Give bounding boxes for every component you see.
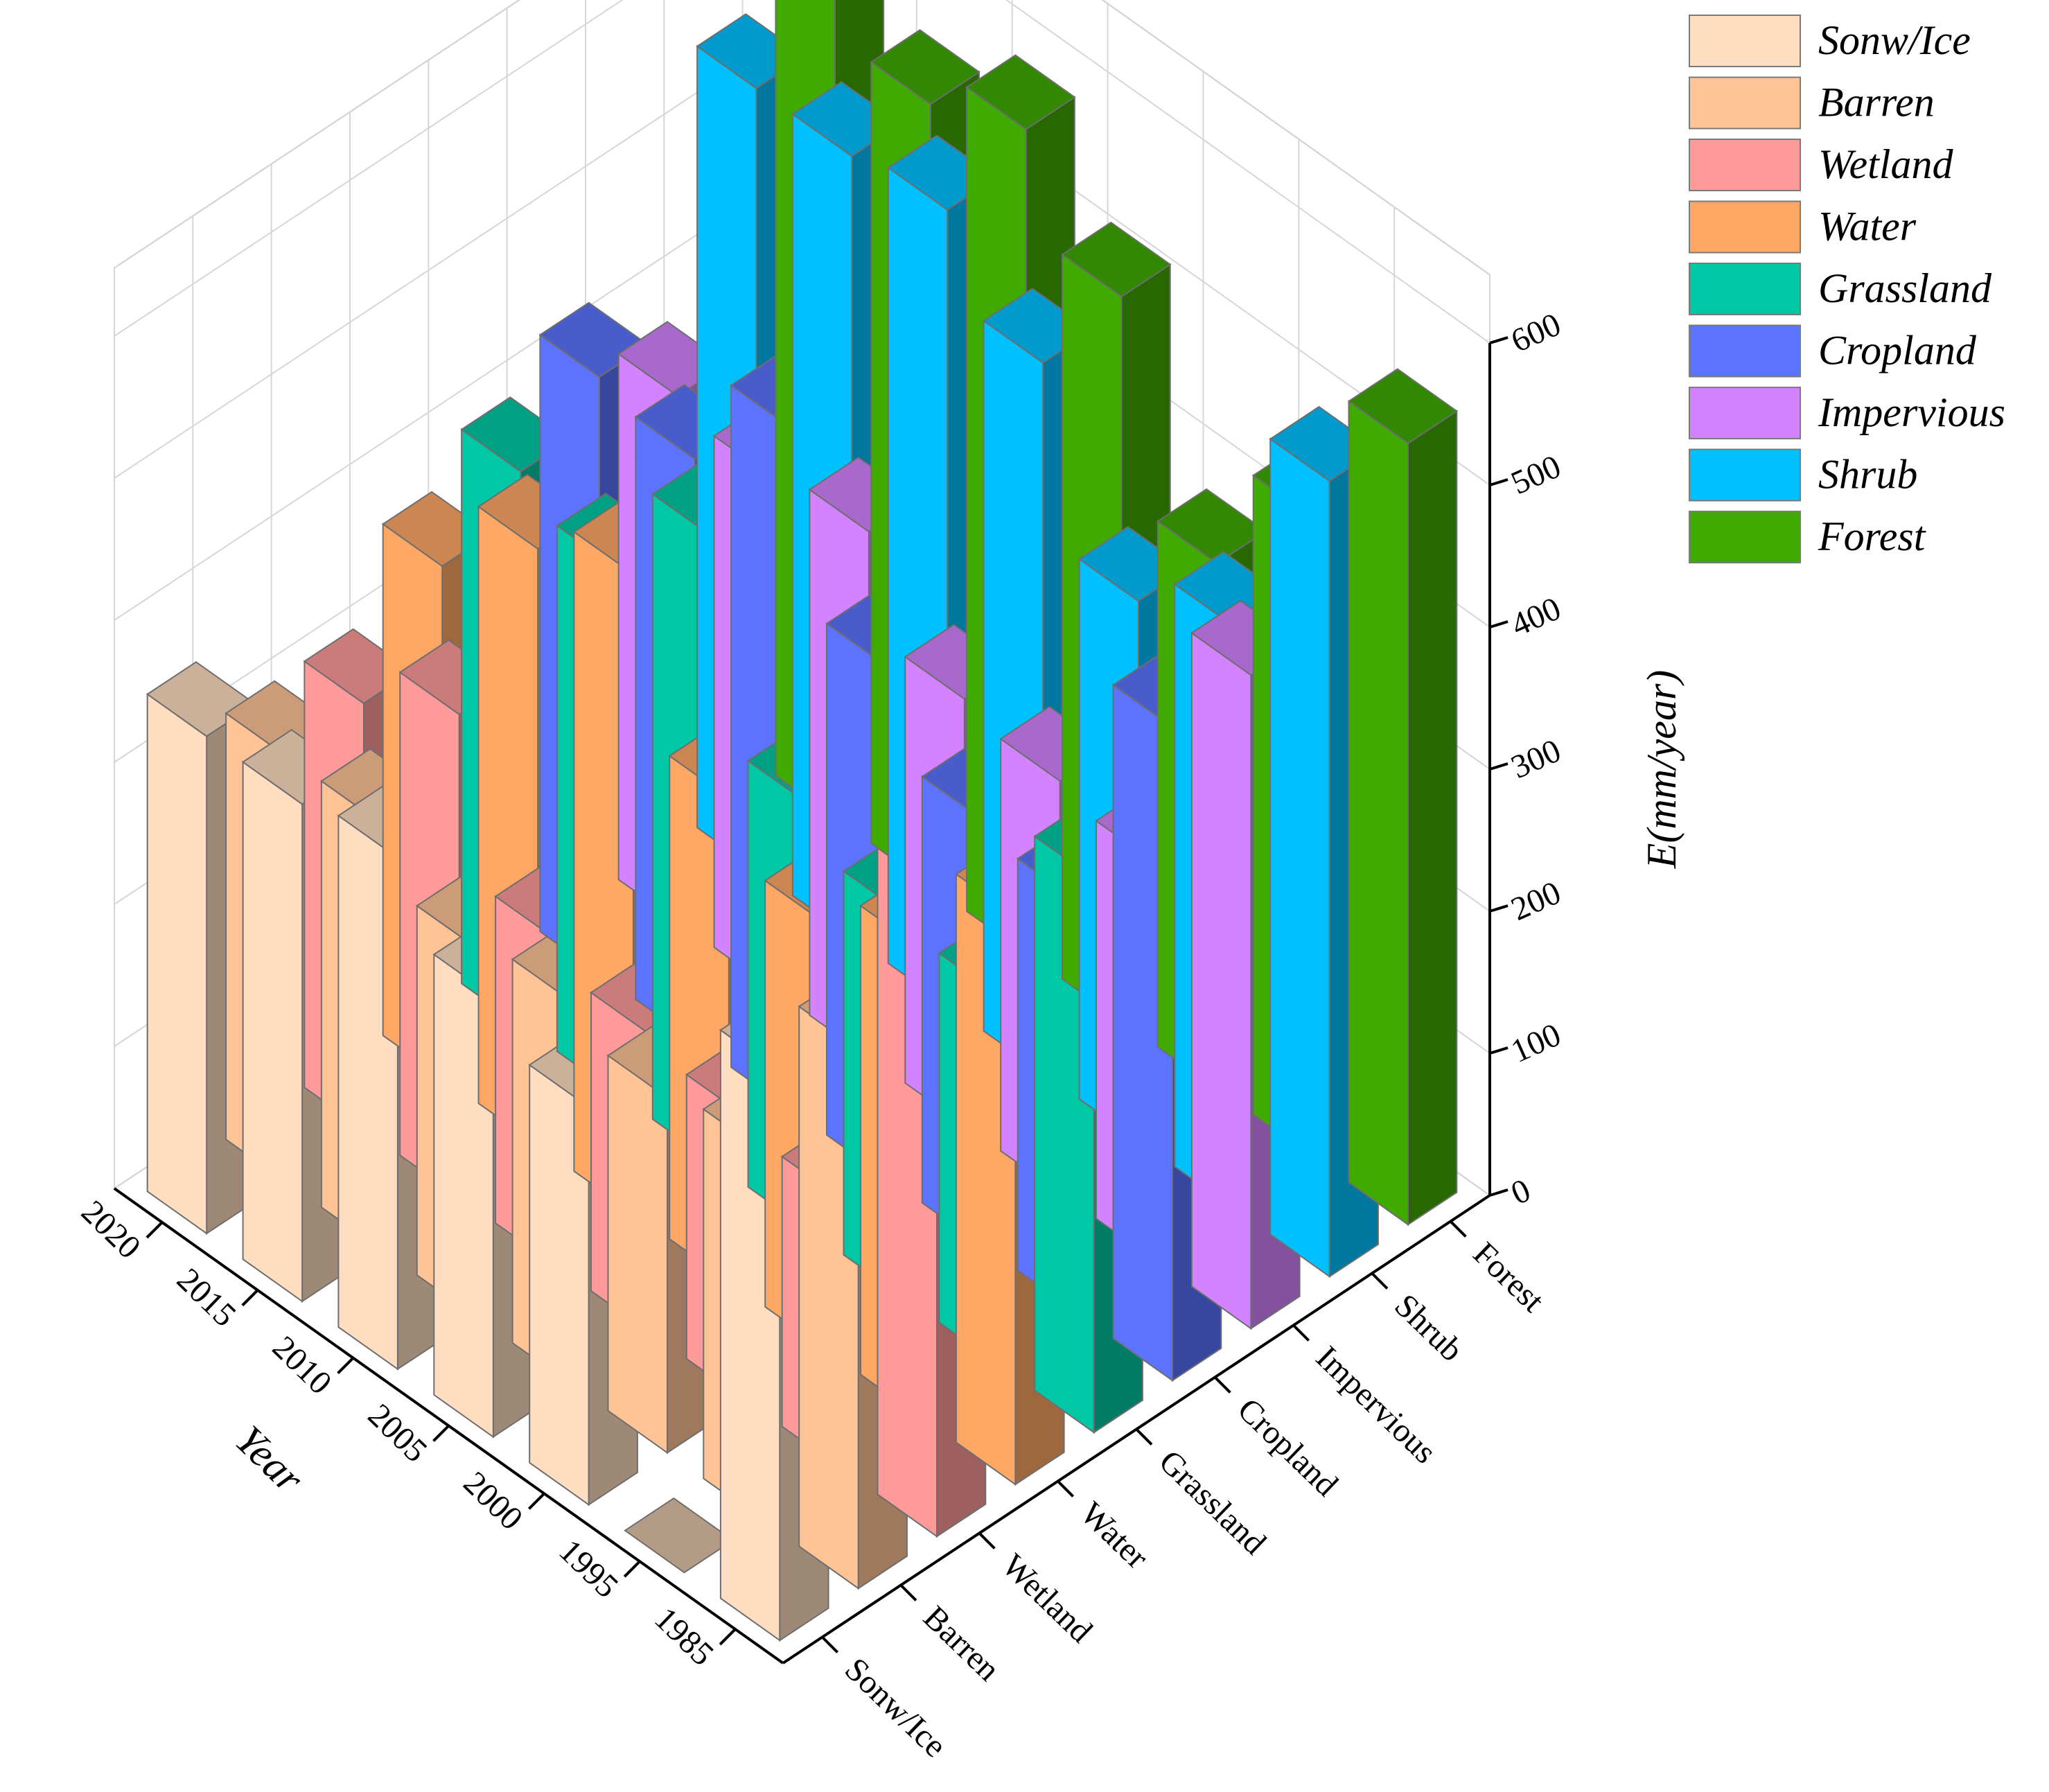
legend-swatch <box>1689 387 1801 439</box>
class-tick <box>1371 1272 1389 1290</box>
z-tick-label: 400 <box>1506 590 1566 644</box>
bar-front-face <box>1348 400 1409 1227</box>
z-tick <box>1489 1188 1509 1197</box>
class-tick-label: Shrub <box>1387 1287 1470 1369</box>
class-tick <box>1135 1428 1153 1446</box>
z-tick <box>1489 620 1509 629</box>
legend-label: Shrub <box>1818 452 1917 498</box>
class-tick <box>1292 1324 1310 1342</box>
class-tick-label: Impervious <box>1309 1339 1443 1470</box>
z-tick-label: 500 <box>1506 448 1566 502</box>
year-tick <box>337 1357 355 1375</box>
legend-swatch <box>1689 324 1801 378</box>
z-tick <box>1489 336 1509 344</box>
bar-top-face <box>1157 488 1267 565</box>
class-tick <box>899 1584 917 1601</box>
legend-swatch <box>1689 76 1801 130</box>
legend-label: Wetland <box>1818 141 1953 187</box>
bar-side-face <box>1407 410 1458 1227</box>
gridline-left-wall <box>114 0 624 337</box>
class-tick <box>1057 1480 1075 1497</box>
z-tick-label: 200 <box>1506 874 1566 928</box>
bar-front-face <box>146 692 208 1235</box>
class-tick <box>1449 1220 1467 1238</box>
year-tick <box>146 1221 164 1239</box>
bar-top-face <box>1347 368 1459 444</box>
year-tick <box>623 1560 641 1578</box>
z-axis-title: E(mm/year) <box>1639 670 1685 870</box>
bar-front-face <box>242 760 304 1303</box>
bars-group <box>146 0 1459 1642</box>
bar-forest-1985 <box>1347 368 1459 1227</box>
year-tick <box>432 1425 450 1442</box>
year-tick <box>719 1628 737 1646</box>
z-tick-label: 0 <box>1506 1172 1536 1212</box>
bar-zero-top <box>624 1497 735 1574</box>
bar-top-face <box>870 28 980 105</box>
z-tick-label: 300 <box>1506 732 1566 786</box>
class-tick-label: Barren <box>916 1599 1007 1688</box>
z-tick-label: 100 <box>1506 1016 1566 1070</box>
z-tick <box>1489 478 1509 486</box>
z-tick <box>1489 762 1509 771</box>
legend-swatch <box>1689 139 1801 191</box>
legend-label: Impervious <box>1818 389 2005 435</box>
z-tick <box>1489 904 1509 913</box>
legend-label: Cropland <box>1818 328 1977 374</box>
year-tick <box>241 1289 259 1307</box>
z-tick <box>1489 1046 1509 1055</box>
legend-label: Sonw/Ice <box>1818 17 1971 63</box>
class-tick-label: Wetland <box>995 1547 1100 1649</box>
class-tick <box>978 1532 996 1549</box>
legend-label: Barren <box>1818 80 1935 125</box>
legend-swatch <box>1689 448 1801 502</box>
year-tick <box>527 1492 545 1510</box>
legend-swatch <box>1689 263 1801 315</box>
gridline-right-wall <box>1005 0 1490 344</box>
legend-label: Water <box>1818 204 1917 249</box>
z-tick-label: 600 <box>1506 306 1566 360</box>
bar-front-face <box>1190 631 1252 1330</box>
bar-sonwice-1995 <box>624 1497 735 1574</box>
bar-top-face <box>965 54 1076 130</box>
class-tick-label: Forest <box>1466 1235 1552 1319</box>
legend-label: Forest <box>1818 513 1926 559</box>
bar-top-face <box>1061 221 1172 298</box>
class-tick <box>821 1636 839 1653</box>
legend-label: Grassland <box>1818 265 1992 311</box>
legend-swatch <box>1689 511 1801 563</box>
class-tick-label: Sonw/Ice <box>838 1651 953 1764</box>
legend: Sonw/Ice Barren Wetland Water Grassland Cropl… <box>1685 11 2040 572</box>
bar-front-face <box>1269 437 1330 1279</box>
class-tick-label: Water <box>1073 1495 1155 1576</box>
class-tick <box>1213 1376 1231 1394</box>
x-axis-title: Year <box>227 1416 313 1502</box>
class-tick-label: Grassland <box>1152 1443 1273 1561</box>
gridline-left-wall <box>114 0 521 269</box>
gridline-right-wall <box>1101 0 1490 276</box>
class-tick-label: Cropland <box>1231 1391 1345 1503</box>
legend-swatch <box>1689 200 1801 254</box>
legend-swatch <box>1689 15 1801 67</box>
